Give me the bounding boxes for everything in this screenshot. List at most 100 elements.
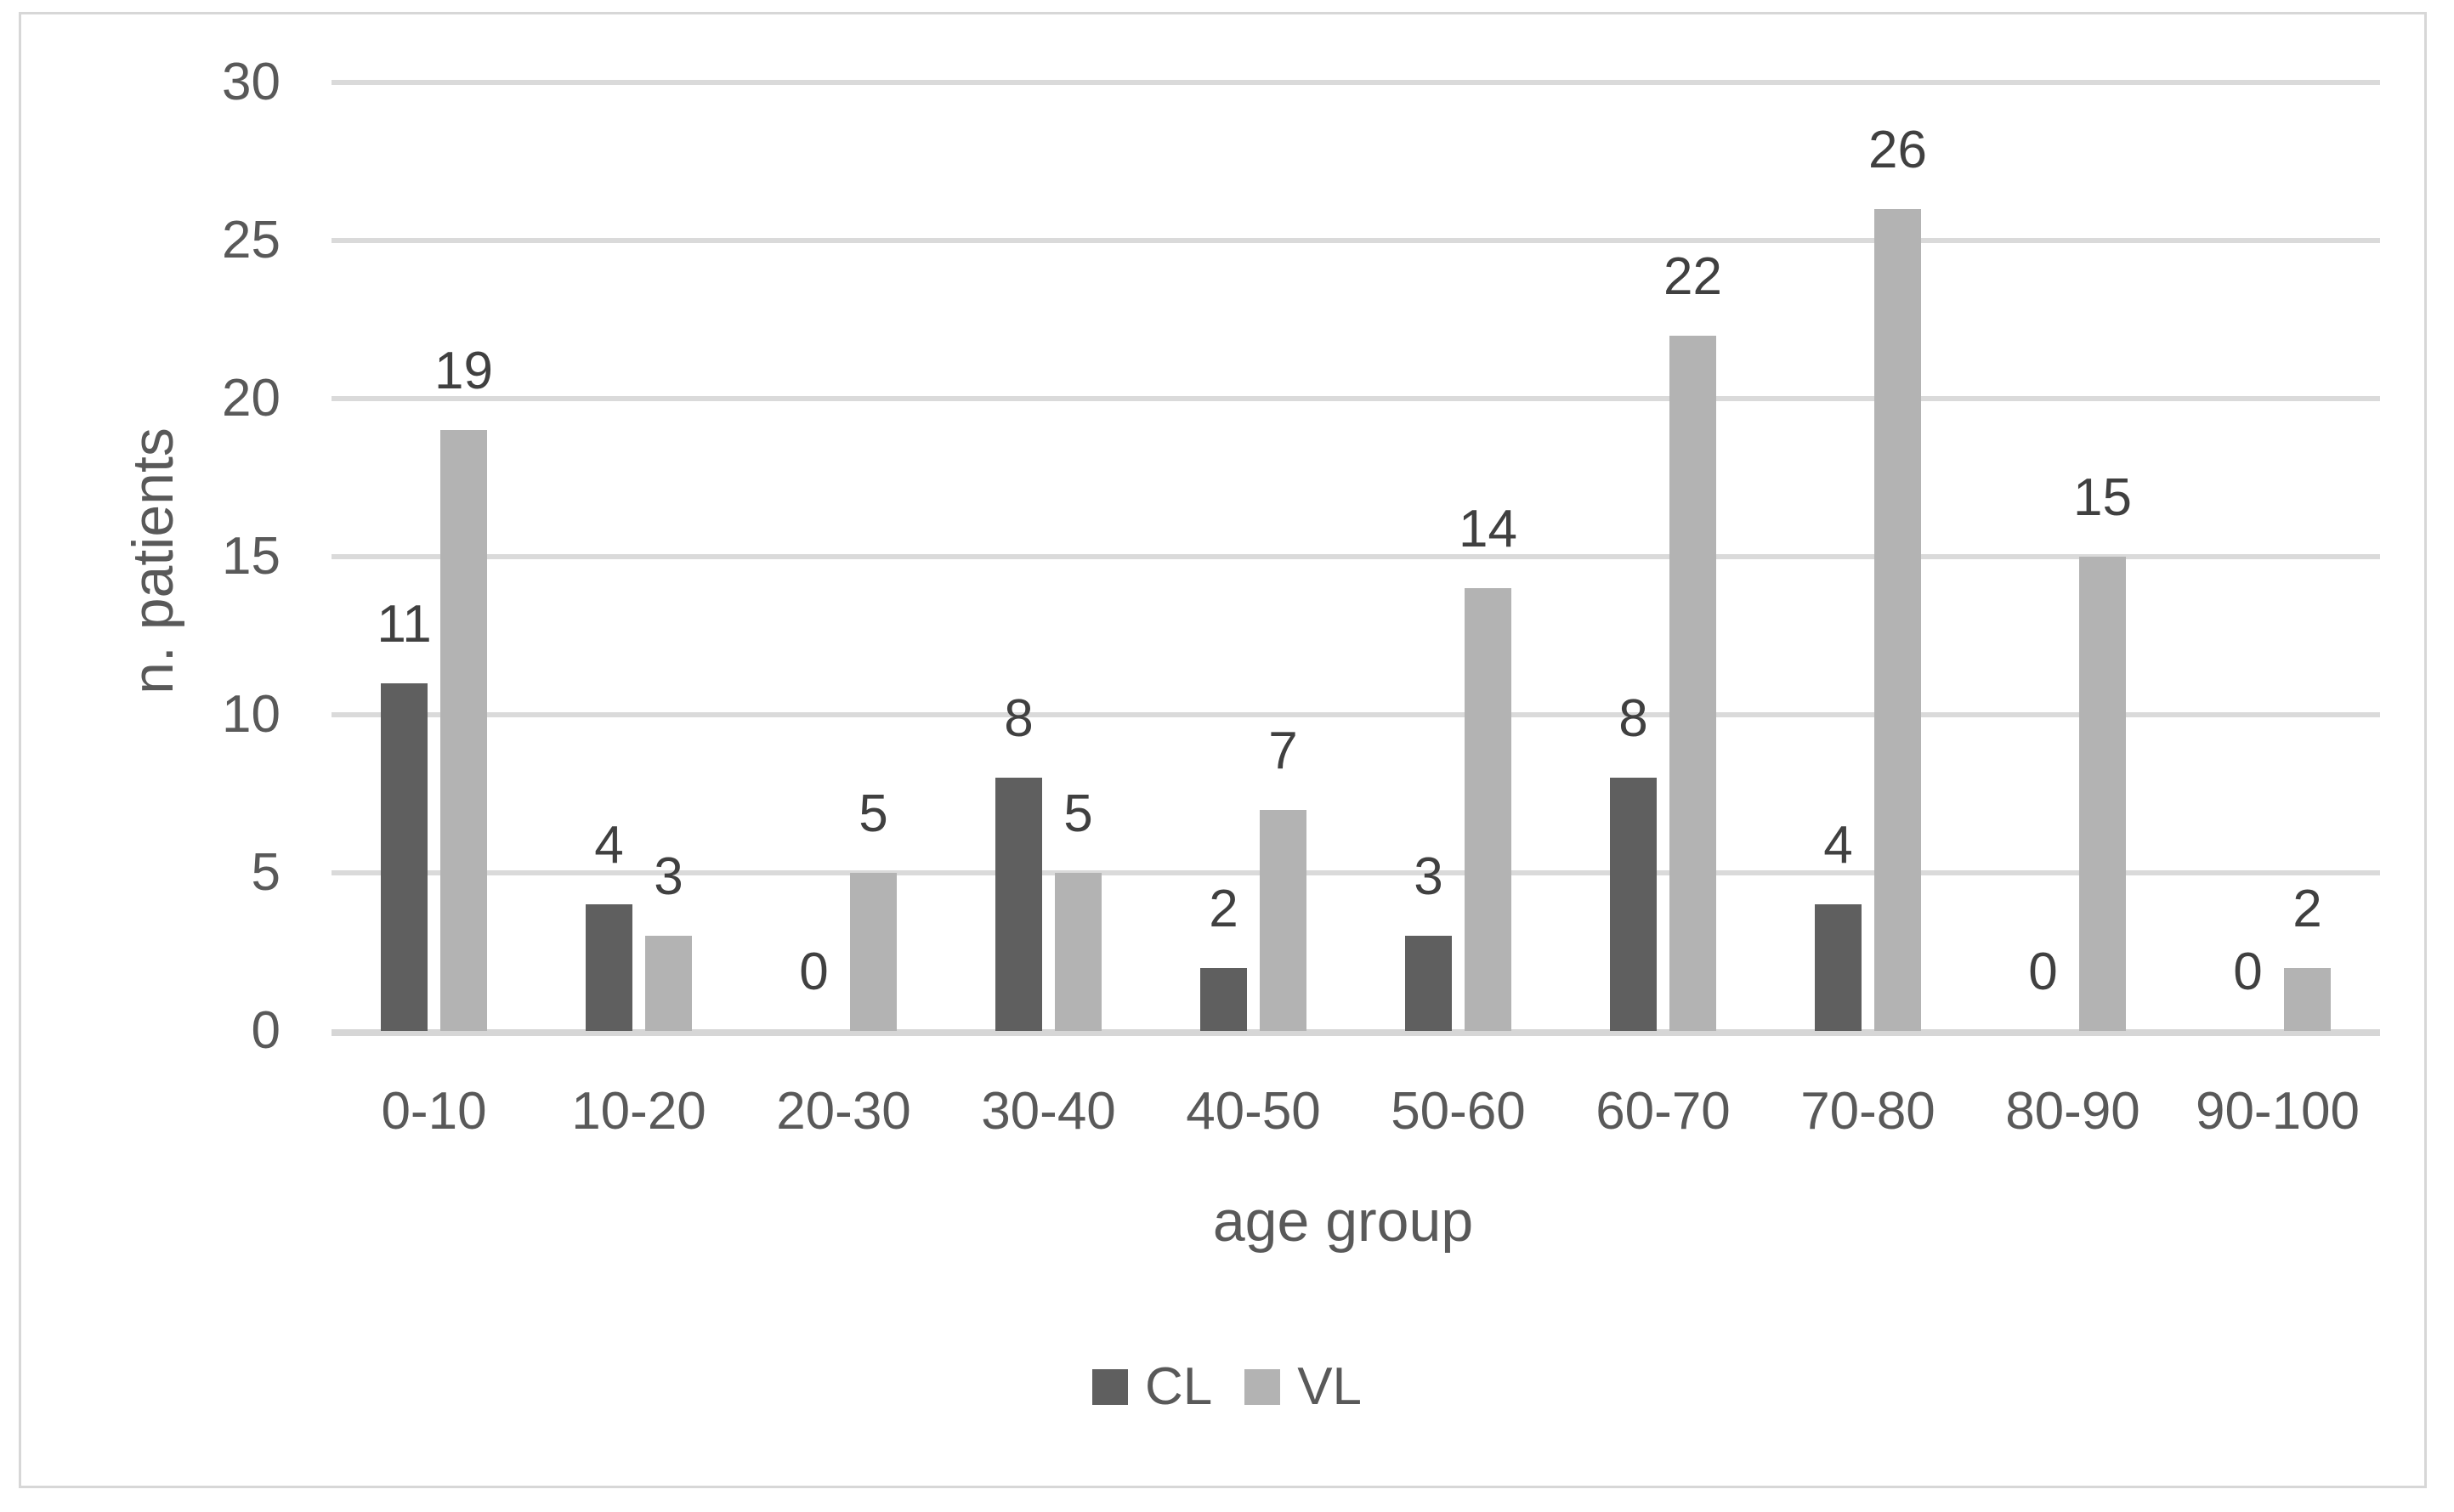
data-label-vl-0-10: 19 (434, 342, 493, 401)
bar-vl-20-30 (850, 873, 897, 1031)
bar-cl-50-60 (1405, 936, 1452, 1031)
x-category-label-50-60: 50-60 (1391, 1082, 1526, 1141)
bar-cl-40-50 (1200, 967, 1247, 1031)
legend-item-cl: CL (1091, 1357, 1213, 1416)
data-label-vl-80-90: 15 (2073, 468, 2132, 527)
category-group-70-80: 4 26 (1765, 82, 1970, 1031)
bar-slot-cl-60-70: 8 (1610, 82, 1657, 1031)
x-category-label-80-90: 80-90 (2005, 1082, 2140, 1141)
bar-vl-30-40 (1055, 873, 1102, 1031)
gridline-25 (332, 238, 2380, 243)
bar-slot-cl-70-80: 4 (1815, 82, 1862, 1031)
data-label-cl-0-10: 11 (377, 594, 432, 654)
bar-slot-vl-70-80: 26 (1868, 82, 1927, 1031)
bar-slot-vl-0-10: 19 (434, 82, 493, 1031)
x-category-label-0-10: 0-10 (381, 1082, 487, 1141)
data-label-cl-70-80: 4 (1823, 816, 1853, 875)
bar-slot-vl-90-100: 2 (2284, 82, 2331, 1031)
y-tick-label-15: 15 (222, 527, 281, 586)
y-tick-label-30: 30 (222, 53, 281, 111)
data-label-cl-30-40: 8 (1004, 689, 1034, 749)
data-label-vl-50-60: 14 (1459, 500, 1517, 559)
bar-slot-vl-50-60: 14 (1459, 82, 1517, 1031)
data-label-cl-40-50: 2 (1209, 879, 1238, 938)
x-category-label-20-30: 20-30 (776, 1082, 911, 1141)
plot-area: 11 19 4 3 0 5 8 5 2 7 3 14 8 22 4 26 0 15 0 2 (332, 80, 2380, 1036)
y-tick-label-5: 5 (251, 843, 281, 902)
data-label-vl-10-20: 3 (654, 847, 683, 907)
data-label-vl-70-80: 26 (1868, 120, 1927, 179)
bar-vl-40-50 (1260, 809, 1306, 1031)
bar-vl-80-90 (2079, 557, 2126, 1031)
bar-vl-10-20 (645, 936, 692, 1031)
bar-vl-70-80 (1874, 208, 1921, 1031)
bar-slot-cl-10-20: 4 (586, 82, 632, 1031)
bar-cl-10-20 (586, 904, 632, 1031)
legend-label-vl: VL (1297, 1357, 1363, 1416)
x-axis-title: age group (1212, 1189, 1474, 1254)
bar-slot-vl-80-90: 15 (2073, 82, 2132, 1031)
bar-cl-0-10 (381, 682, 428, 1031)
x-category-label-10-20: 10-20 (571, 1082, 706, 1141)
bar-slot-cl-0-10: 11 (377, 82, 432, 1031)
data-label-vl-60-70: 22 (1663, 246, 1722, 306)
bar-vl-50-60 (1465, 588, 1511, 1031)
bar-groups-row: 11 19 4 3 0 5 8 5 2 7 3 14 8 22 4 26 0 15 0 2 (332, 82, 2380, 1031)
category-group-60-70: 8 22 (1561, 82, 1765, 1031)
data-label-cl-10-20: 4 (594, 816, 624, 875)
data-label-vl-40-50: 7 (1268, 721, 1298, 780)
data-label-cl-60-70: 8 (1618, 689, 1648, 749)
x-category-label-90-100: 90-100 (2195, 1082, 2360, 1141)
data-label-vl-90-100: 2 (2292, 879, 2322, 938)
y-tick-label-20: 20 (222, 369, 281, 428)
bar-slot-cl-90-100: 0 (2224, 82, 2271, 1031)
x-category-label-60-70: 60-70 (1595, 1082, 1731, 1141)
bar-slot-cl-40-50: 2 (1200, 82, 1247, 1031)
category-group-80-90: 0 15 (1970, 82, 2175, 1031)
data-label-cl-80-90: 0 (2028, 943, 2058, 1001)
gridline-0 (332, 1029, 2380, 1036)
legend-swatch-cl (1091, 1369, 1128, 1405)
y-axis-tick-labels: 0 5 10 15 20 25 30 (0, 56, 281, 1057)
gridline-15 (332, 554, 2380, 559)
data-label-cl-20-30: 0 (799, 943, 829, 1001)
data-label-vl-30-40: 5 (1063, 784, 1093, 843)
gridline-20 (332, 396, 2380, 401)
bar-slot-vl-20-30: 5 (850, 82, 897, 1031)
legend: CL VL (0, 1361, 2454, 1413)
y-tick-label-10: 10 (222, 685, 281, 744)
bar-slot-cl-30-40: 8 (995, 82, 1042, 1031)
bar-slot-cl-20-30: 0 (791, 82, 837, 1031)
category-group-0-10: 11 19 (332, 82, 536, 1031)
bar-slot-vl-30-40: 5 (1055, 82, 1102, 1031)
legend-label-cl: CL (1144, 1357, 1213, 1416)
legend-swatch-vl (1244, 1369, 1281, 1405)
y-tick-label-0: 0 (251, 1001, 281, 1060)
bar-vl-60-70 (1669, 335, 1716, 1031)
gridline-30 (332, 80, 2380, 85)
legend-item-vl: VL (1244, 1361, 1362, 1413)
x-category-label-70-80: 70-80 (1800, 1082, 1935, 1141)
chart-outer-border (19, 12, 2427, 1488)
bar-slot-vl-10-20: 3 (645, 82, 692, 1031)
y-tick-label-25: 25 (222, 211, 281, 269)
data-label-vl-20-30: 5 (859, 784, 888, 843)
bar-vl-0-10 (440, 430, 487, 1031)
category-group-50-60: 3 14 (1356, 82, 1561, 1031)
bar-slot-vl-40-50: 7 (1260, 82, 1306, 1031)
gridline-10 (332, 712, 2380, 717)
bar-vl-90-100 (2284, 967, 2331, 1031)
x-axis-category-labels: 0-10 10-20 20-30 30-40 40-50 50-60 60-70 70-80 8… (332, 1085, 2380, 1138)
bar-cl-70-80 (1815, 904, 1862, 1031)
data-label-cl-90-100: 0 (2233, 943, 2263, 1001)
x-category-label-30-40: 30-40 (981, 1082, 1116, 1141)
bar-slot-cl-80-90: 0 (2020, 82, 2066, 1031)
bar-slot-cl-50-60: 3 (1405, 82, 1452, 1031)
bar-cl-60-70 (1610, 778, 1657, 1031)
bar-cl-30-40 (995, 778, 1042, 1031)
